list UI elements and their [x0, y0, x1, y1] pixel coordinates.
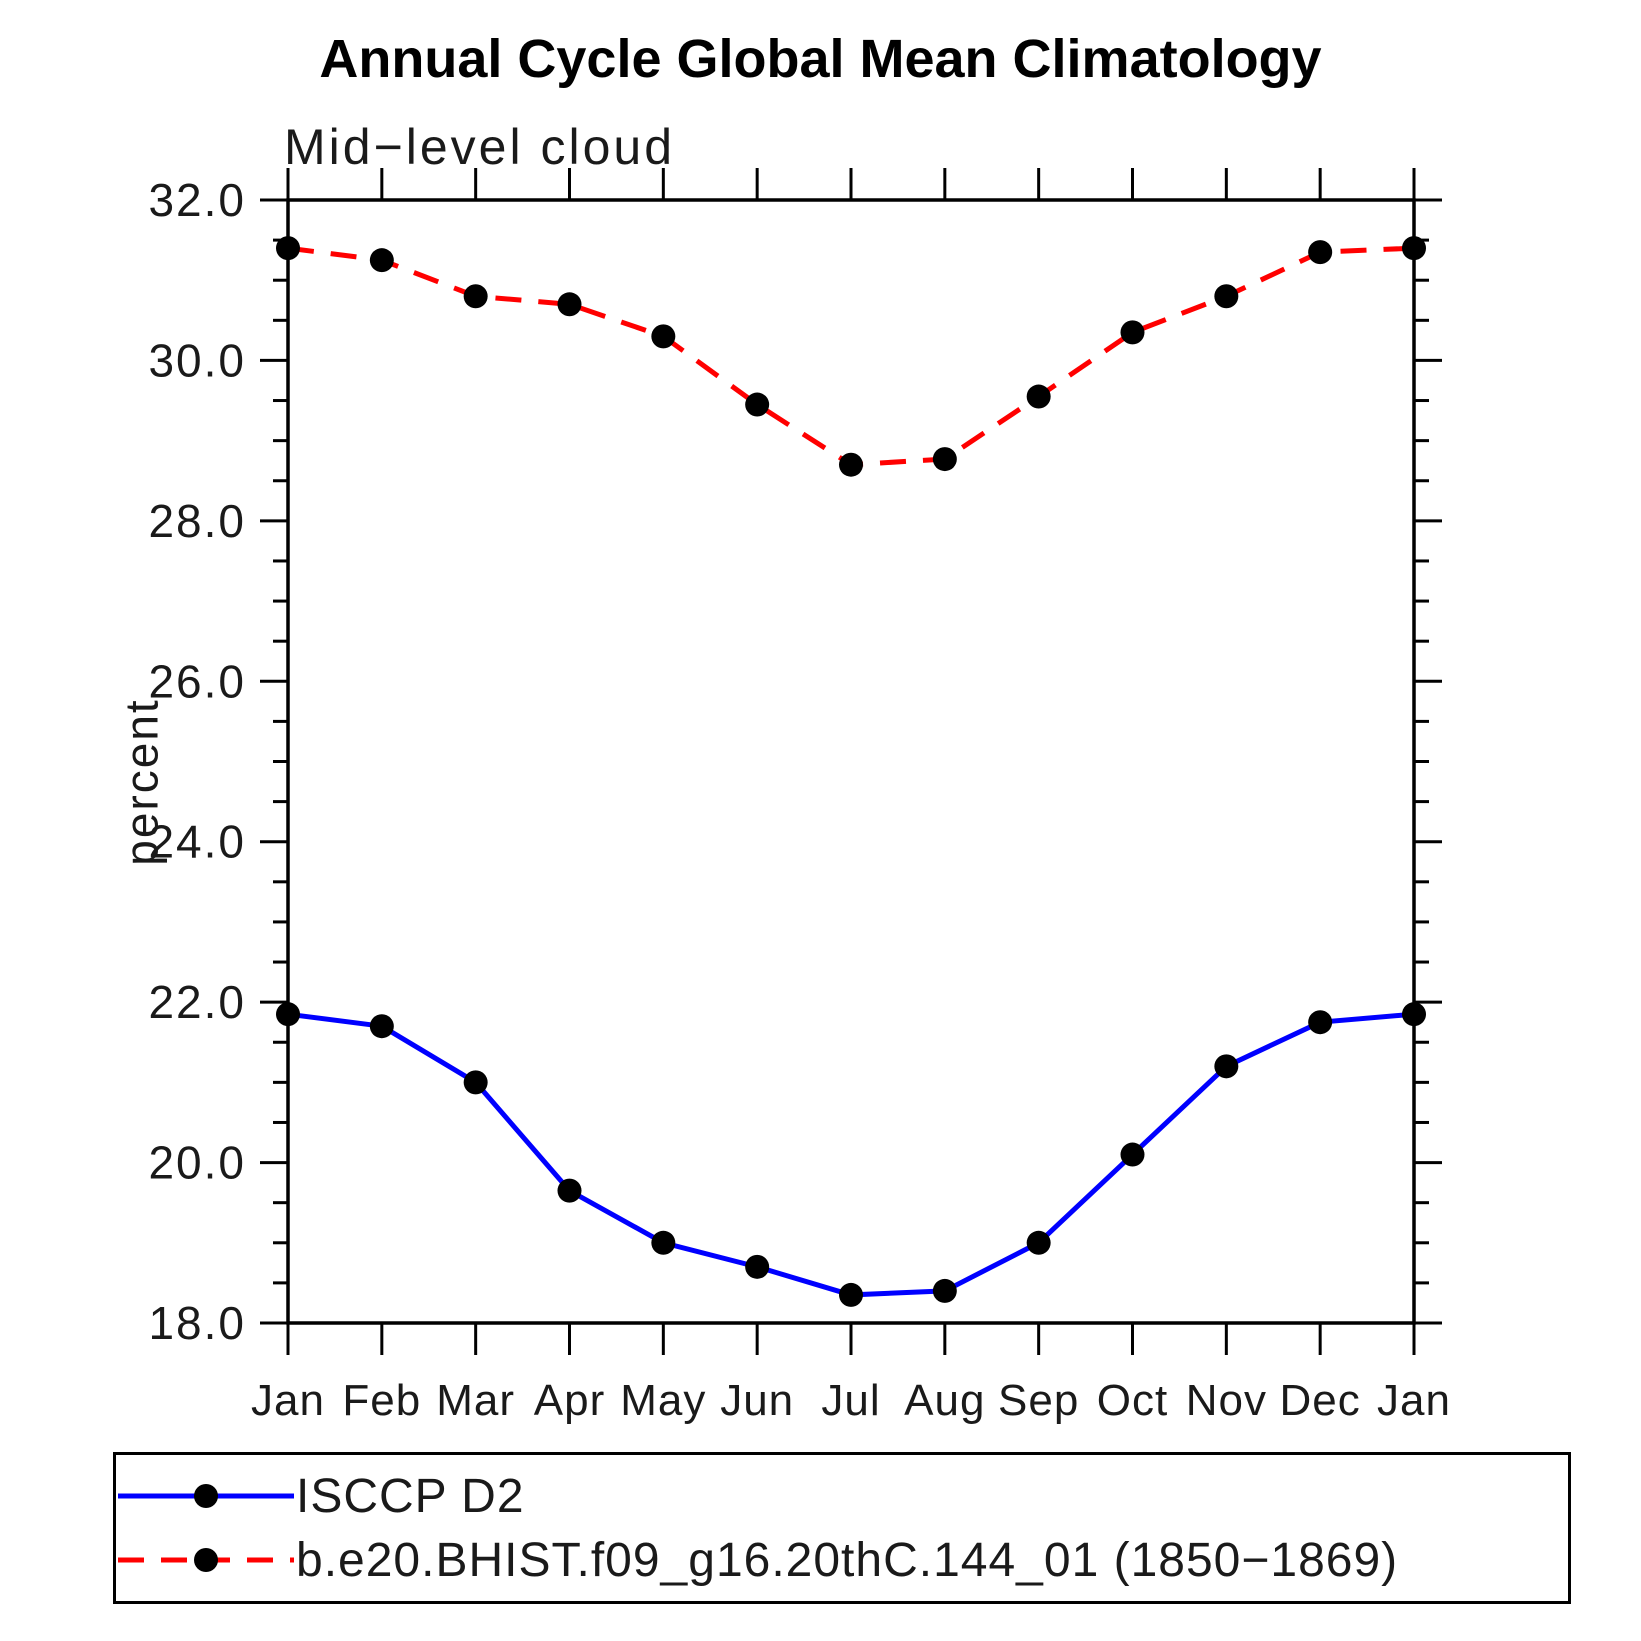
data-point-s0-5 [745, 1254, 770, 1279]
data-point-s1-1 [369, 248, 394, 273]
data-point-s0-2 [463, 1070, 488, 1095]
x-tick-label: Dec [1280, 1376, 1361, 1425]
x-tick-label: Nov [1186, 1376, 1267, 1425]
data-point-s1-3 [557, 292, 582, 317]
x-tick-label: Jul [821, 1376, 880, 1425]
series-line-0 [287, 1011, 1415, 1298]
y-tick-label: 20.0 [148, 1137, 246, 1189]
legend-sample-marker-1 [194, 1548, 218, 1572]
legend-row-model: b.e20.BHIST.f09_g16.20thC.144_01 (1850−1… [116, 1531, 1568, 1589]
y-tick-label: 18.0 [148, 1297, 246, 1349]
plot-frame [286, 198, 1416, 1325]
x-tick-label: May [620, 1376, 706, 1425]
data-point-s0-11 [1308, 1010, 1333, 1035]
y-tick-label: 32.0 [148, 174, 246, 226]
y-tick-label: 24.0 [148, 816, 246, 868]
legend-label-model: b.e20.BHIST.f09_g16.20thC.144_01 (1850−1… [296, 1533, 1399, 1587]
x-tick-label: Jan [251, 1376, 325, 1425]
data-point-s0-9 [1120, 1142, 1145, 1167]
x-tick-label: Oct [1097, 1376, 1168, 1425]
data-point-s1-11 [1308, 240, 1333, 265]
data-point-s1-12 [1402, 236, 1426, 261]
chart-title: Annual Cycle Global Mean Climatology [319, 29, 1322, 89]
data-point-s1-2 [463, 284, 488, 309]
data-point-s1-5 [745, 392, 770, 417]
legend-line-solid-icon [118, 1484, 294, 1508]
data-point-s0-3 [557, 1178, 582, 1203]
y-tick-label: 26.0 [148, 655, 246, 707]
data-point-s0-6 [839, 1282, 863, 1307]
data-point-s0-7 [932, 1278, 957, 1303]
legend-row-isccp: ISCCP D2 [116, 1467, 1568, 1525]
data-point-s0-1 [369, 1014, 394, 1039]
data-point-s0-8 [1026, 1230, 1051, 1255]
x-tick-label: Feb [342, 1376, 421, 1425]
data-point-s1-8 [1026, 384, 1051, 409]
chart-subtitle: Mid−level cloud [284, 119, 676, 175]
data-point-s1-6 [839, 452, 863, 477]
y-tick-label: 28.0 [148, 495, 246, 547]
x-tick-label: Mar [436, 1376, 515, 1425]
series-line-1 [287, 245, 1415, 468]
data-point-s0-4 [651, 1230, 676, 1255]
legend-line-dashed-icon [118, 1548, 294, 1572]
data-point-s1-4 [651, 324, 676, 349]
data-point-s1-9 [1120, 320, 1145, 345]
x-tick-label: Jan [1377, 1376, 1451, 1425]
data-point-s1-10 [1214, 284, 1239, 309]
x-tick-label: Jun [720, 1376, 794, 1425]
y-tick-label: 22.0 [148, 976, 246, 1028]
data-point-s1-0 [276, 236, 300, 261]
legend: ISCCP D2 b.e20.BHIST.f09_g16.20thC.144_0… [113, 1452, 1571, 1604]
y-tick-label: 30.0 [148, 334, 246, 386]
legend-sample-marker-0 [194, 1484, 218, 1508]
data-point-s1-7 [932, 447, 957, 472]
x-tick-label: Sep [998, 1376, 1079, 1425]
x-tick-label: Aug [904, 1376, 985, 1425]
data-point-s0-0 [276, 1002, 300, 1027]
x-tick-label: Apr [534, 1376, 605, 1425]
data-point-s0-10 [1214, 1054, 1239, 1079]
legend-label-isccp: ISCCP D2 [296, 1469, 525, 1523]
data-point-s0-12 [1402, 1002, 1426, 1027]
